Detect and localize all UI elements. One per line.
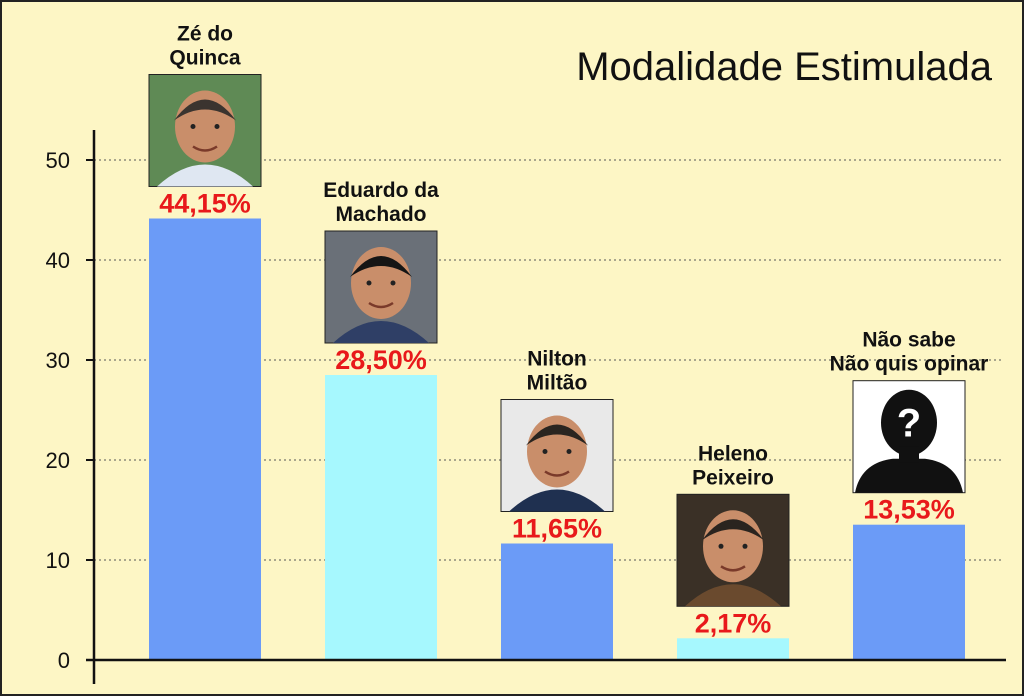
y-tick-label-10: 10	[46, 548, 70, 573]
axes	[86, 130, 1006, 684]
candidate-name-4: Heleno Peixeiro	[692, 442, 774, 489]
chart-title: Modalidade Estimulada	[576, 45, 993, 89]
svg-text:?: ?	[897, 402, 921, 446]
data-label-1: 44,15%	[159, 189, 251, 219]
candidate-names: Zé do Quinca Eduardo da Machado Nilton Miltão…	[169, 23, 988, 490]
candidate-name-2: Eduardo da Machado	[323, 179, 439, 226]
bar-4	[677, 638, 789, 660]
candidate-name-1: Zé do Quinca	[169, 23, 241, 70]
y-tick-label-50: 50	[46, 148, 70, 173]
data-label-4: 2,17%	[695, 608, 772, 638]
y-tick-label-0: 0	[58, 648, 70, 673]
data-label-3: 11,65%	[512, 514, 602, 544]
candidate-name-3: Nilton Miltão	[527, 348, 588, 395]
bar-3	[501, 543, 613, 660]
bar-2	[325, 375, 437, 660]
bar-5	[853, 524, 965, 660]
candidate-photo	[148, 74, 262, 187]
candidate-name-5: Não sabe Não quis opinar	[830, 329, 989, 376]
data-label-5: 13,53%	[863, 495, 955, 525]
data-labels: 44,15% 28,50% 11,65% 2,17% 13,53%	[159, 189, 955, 639]
unknown-person-icon: ?	[852, 380, 966, 494]
bar-1	[149, 218, 261, 660]
y-tick-label-40: 40	[46, 248, 70, 273]
y-tick-labels: 0 10 20 30 40 50	[46, 148, 94, 673]
y-tick-label-30: 30	[46, 348, 70, 373]
candidate-photo	[500, 399, 614, 512]
y-tick-label-20: 20	[46, 448, 70, 473]
candidate-photos: ?	[148, 74, 966, 607]
bars	[149, 218, 965, 660]
candidate-photo	[324, 230, 438, 344]
data-label-2: 28,50%	[335, 345, 427, 375]
candidate-photo	[676, 493, 790, 607]
